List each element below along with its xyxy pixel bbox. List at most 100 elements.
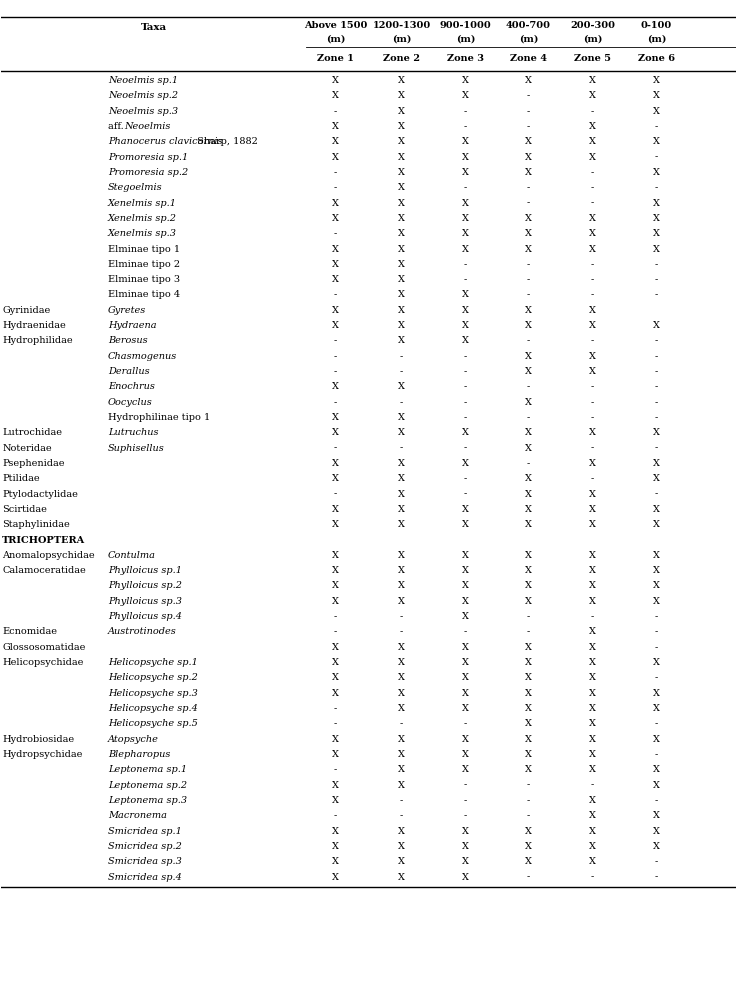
Text: X: X <box>653 76 660 85</box>
Text: -: - <box>334 336 337 346</box>
Text: X: X <box>398 872 405 882</box>
Text: X: X <box>332 857 339 866</box>
Text: -: - <box>527 612 530 621</box>
Text: X: X <box>398 597 405 606</box>
Text: X: X <box>589 504 596 514</box>
Text: X: X <box>332 734 339 743</box>
Text: X: X <box>332 750 339 759</box>
Text: -: - <box>527 183 530 192</box>
Text: -: - <box>334 612 337 621</box>
Text: -: - <box>464 796 467 805</box>
Text: X: X <box>462 551 469 560</box>
Text: Elminae tipo 2: Elminae tipo 2 <box>108 260 180 269</box>
Text: X: X <box>398 475 405 484</box>
Text: Promoresia sp.1: Promoresia sp.1 <box>108 153 188 162</box>
Text: Gyretes: Gyretes <box>108 306 146 315</box>
Text: X: X <box>525 475 532 484</box>
Text: Smicridea sp.4: Smicridea sp.4 <box>108 872 182 882</box>
Text: X: X <box>589 582 596 591</box>
Text: (m): (m) <box>519 35 538 44</box>
Text: -: - <box>400 397 403 406</box>
Text: X: X <box>462 229 469 238</box>
Text: -: - <box>591 183 594 192</box>
Text: X: X <box>332 275 339 284</box>
Text: -: - <box>654 290 658 299</box>
Text: X: X <box>589 245 596 254</box>
Text: -: - <box>654 122 658 131</box>
Text: -: - <box>591 383 594 391</box>
Text: X: X <box>525 76 532 85</box>
Text: Smicridea sp.1: Smicridea sp.1 <box>108 826 182 835</box>
Text: Ptilidae: Ptilidae <box>2 475 40 484</box>
Text: X: X <box>525 397 532 406</box>
Text: X: X <box>332 214 339 223</box>
Text: Enochrus: Enochrus <box>108 383 155 391</box>
Text: -: - <box>654 336 658 346</box>
Text: X: X <box>653 842 660 851</box>
Text: X: X <box>398 245 405 254</box>
Text: X: X <box>653 582 660 591</box>
Text: X: X <box>525 842 532 851</box>
Text: X: X <box>462 290 469 299</box>
Text: -: - <box>654 612 658 621</box>
Text: -: - <box>591 444 594 453</box>
Text: X: X <box>653 167 660 177</box>
Text: 0-100: 0-100 <box>640 21 672 30</box>
Text: Hydraena: Hydraena <box>108 321 156 330</box>
Text: -: - <box>654 750 658 759</box>
Text: -: - <box>591 475 594 484</box>
Text: X: X <box>653 689 660 698</box>
Text: X: X <box>653 245 660 254</box>
Text: -: - <box>400 367 403 376</box>
Text: X: X <box>462 750 469 759</box>
Text: -: - <box>591 413 594 422</box>
Text: X: X <box>398 765 405 774</box>
Text: X: X <box>589 734 596 743</box>
Text: X: X <box>398 582 405 591</box>
Text: X: X <box>462 582 469 591</box>
Text: Phylloicus sp.2: Phylloicus sp.2 <box>108 582 182 591</box>
Text: X: X <box>462 91 469 100</box>
Text: X: X <box>525 826 532 835</box>
Text: X: X <box>398 183 405 192</box>
Text: X: X <box>462 689 469 698</box>
Text: Anomalopsychidae: Anomalopsychidae <box>2 551 95 560</box>
Text: X: X <box>589 627 596 636</box>
Text: X: X <box>462 597 469 606</box>
Text: X: X <box>398 857 405 866</box>
Text: X: X <box>653 658 660 667</box>
Text: -: - <box>591 198 594 207</box>
Text: X: X <box>398 91 405 100</box>
Text: Smicridea sp.3: Smicridea sp.3 <box>108 857 182 866</box>
Text: Ecnomidae: Ecnomidae <box>2 627 57 636</box>
Text: X: X <box>589 76 596 85</box>
Text: 400-700: 400-700 <box>506 21 551 30</box>
Text: -: - <box>334 765 337 774</box>
Text: -: - <box>400 444 403 453</box>
Text: -: - <box>591 781 594 790</box>
Text: Elminae tipo 1: Elminae tipo 1 <box>108 245 180 254</box>
Text: X: X <box>525 153 532 162</box>
Text: Helicopsyche sp.3: Helicopsyche sp.3 <box>108 689 198 698</box>
Text: 1200-1300: 1200-1300 <box>372 21 430 30</box>
Text: -: - <box>591 336 594 346</box>
Text: X: X <box>398 153 405 162</box>
Text: X: X <box>332 520 339 529</box>
Text: X: X <box>653 734 660 743</box>
Text: Lutrochidae: Lutrochidae <box>2 428 62 437</box>
Text: X: X <box>462 198 469 207</box>
Text: -: - <box>654 490 658 498</box>
Text: X: X <box>653 704 660 714</box>
Text: Macronema: Macronema <box>108 812 167 821</box>
Text: X: X <box>332 428 339 437</box>
Text: X: X <box>462 153 469 162</box>
Text: -: - <box>527 627 530 636</box>
Text: X: X <box>332 153 339 162</box>
Text: X: X <box>589 689 596 698</box>
Text: X: X <box>462 704 469 714</box>
Text: X: X <box>525 229 532 238</box>
Text: X: X <box>653 826 660 835</box>
Text: Staphylinidae: Staphylinidae <box>2 520 70 529</box>
Text: -: - <box>464 367 467 376</box>
Text: -: - <box>654 643 658 652</box>
